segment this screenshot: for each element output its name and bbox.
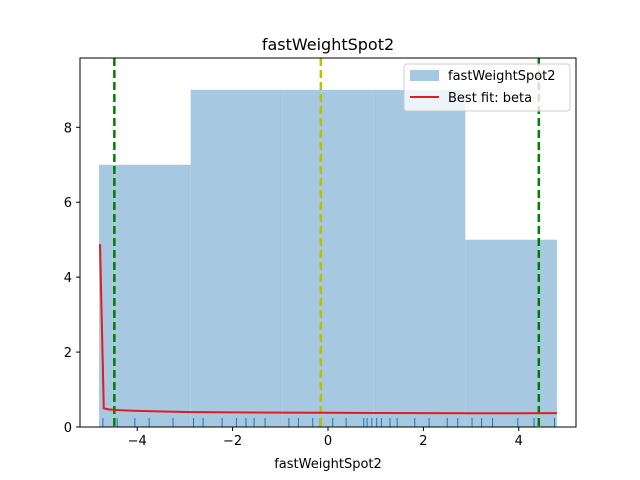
x-tick-label: 0 [324,434,332,449]
legend-label-fit-line: Best fit: beta [448,91,532,106]
y-tick-label: 2 [64,346,72,361]
x-axis-label: fastWeightSpot2 [274,457,382,472]
x-axis: −4 −2 0 2 4 [128,427,523,449]
histogram-bar-2 [190,89,283,427]
y-tick-label: 8 [64,121,72,136]
y-tick-label: 4 [64,271,72,286]
y-axis: 0 2 4 6 8 [64,121,80,436]
histogram-bar-5 [465,239,557,427]
y-tick-label: 0 [64,421,72,436]
x-tick-label: 4 [515,434,523,449]
histogram-bar-4 [373,89,466,427]
histogram-bar-1 [99,164,191,428]
legend-swatch-histogram [410,70,439,81]
x-tick-label: −4 [128,434,147,449]
y-tick-label: 6 [64,196,72,211]
chart-title: fastWeightSpot2 [262,35,394,54]
x-tick-label: 2 [419,434,427,449]
axes-frame [79,57,577,428]
plot-area [99,58,557,428]
x-tick-label: −2 [223,434,242,449]
legend: fastWeightSpot2 Best fit: beta [403,63,571,112]
fit-line [99,244,557,415]
legend-label-histogram: fastWeightSpot2 [448,69,556,84]
histogram-bar-3 [282,89,374,427]
legend-box [403,63,571,112]
